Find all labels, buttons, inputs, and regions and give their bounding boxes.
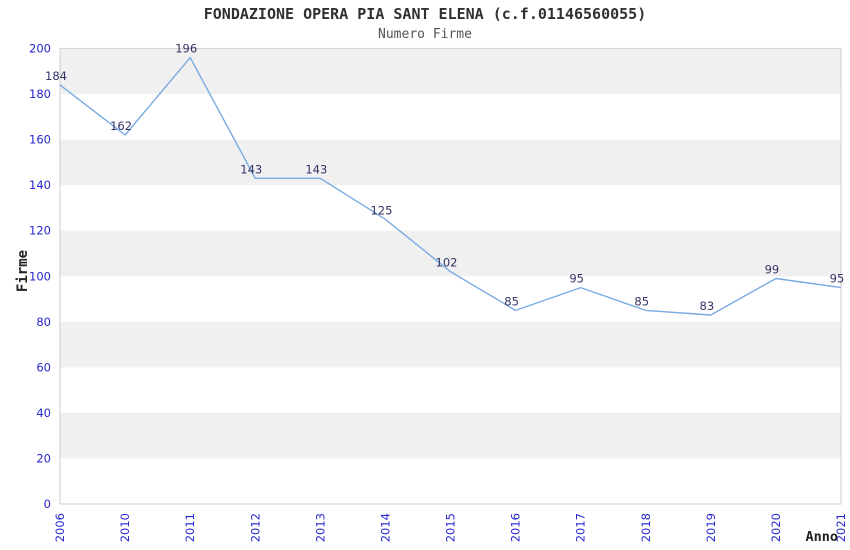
data-point-labels: 184 162 196 143 143 125 102 85 95 85 83 99 95	[45, 42, 844, 313]
grid-band	[60, 230, 841, 277]
data-point-label: 83	[700, 299, 715, 313]
plot-frame	[59, 47, 842, 505]
data-point-label: 85	[634, 294, 649, 308]
data-point-label: 162	[110, 119, 132, 133]
chart-title: FONDAZIONE OPERA PIA SANT ELENA (c.f.011…	[203, 5, 647, 23]
chart-subtitle: Numero Firme	[378, 27, 472, 42]
data-point-label: 99	[765, 263, 780, 277]
y-tick-label: 140	[29, 178, 51, 192]
y-axis-tick-labels: 0 20 40 60 80 100 120 140 160 180 200	[29, 42, 51, 512]
grid-band	[60, 412, 841, 459]
y-tick-label: 60	[36, 360, 51, 374]
data-point-label: 196	[175, 42, 197, 56]
y-axis-title: Firme	[15, 250, 31, 292]
grid-band	[60, 139, 841, 186]
y-tick-label: 20	[36, 451, 51, 465]
x-tick-label: 2006	[53, 513, 67, 542]
x-tick-label: 2010	[118, 513, 132, 542]
series-polyline	[59, 56, 842, 316]
x-tick-label: 2011	[183, 513, 197, 542]
data-point-label: 143	[305, 162, 327, 176]
x-tick-label: 2020	[769, 513, 783, 542]
data-point-label: 125	[370, 203, 392, 217]
x-tick-label: 2013	[313, 513, 327, 542]
grid-band	[60, 321, 841, 368]
data-point-label: 184	[45, 69, 67, 83]
y-tick-label: 40	[36, 406, 51, 420]
data-point-label: 102	[436, 256, 458, 270]
data-point-label: 143	[240, 162, 262, 176]
y-tick-label: 0	[44, 497, 51, 511]
y-tick-label: 160	[29, 133, 51, 147]
x-axis-title: Anno	[805, 529, 838, 545]
data-point-label: 95	[830, 272, 845, 286]
data-point-label: 85	[504, 294, 519, 308]
x-axis-tick-labels: 2006 2010 2011 2012 2013 2014 2015 2016 2017 2018…	[53, 513, 848, 542]
x-tick-label: 2015	[444, 513, 458, 542]
x-tick-label: 2017	[574, 513, 588, 542]
x-tick-label: 2019	[704, 513, 718, 542]
y-tick-label: 120	[29, 224, 51, 238]
y-tick-label: 180	[29, 87, 51, 101]
x-tick-label: 2014	[378, 513, 392, 542]
y-tick-label: 80	[36, 315, 51, 329]
data-point-label: 95	[569, 272, 584, 286]
y-tick-label: 100	[29, 269, 51, 283]
plot-border	[59, 47, 842, 505]
grid-bands	[60, 48, 841, 459]
x-tick-label: 2016	[509, 513, 523, 542]
x-tick-label: 2021	[834, 513, 848, 542]
x-tick-label: 2018	[639, 513, 653, 542]
grid-band	[60, 48, 841, 95]
y-tick-label: 200	[29, 42, 51, 56]
x-tick-label: 2012	[248, 513, 262, 542]
line-series	[59, 56, 842, 316]
